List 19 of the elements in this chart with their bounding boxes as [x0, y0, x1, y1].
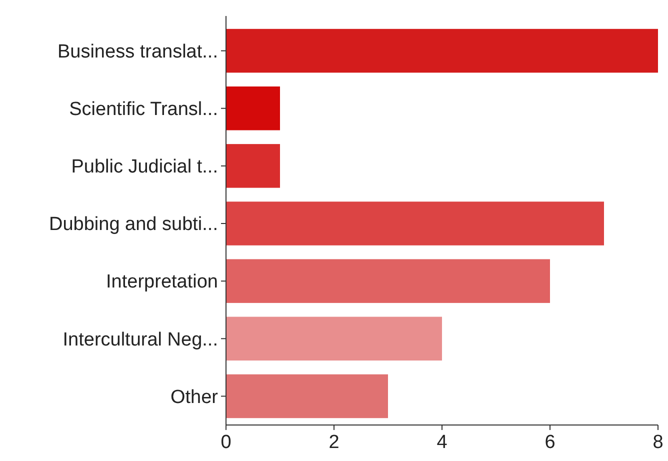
y-tick-label: Scientific Transl... [69, 99, 218, 120]
bar [226, 202, 604, 246]
x-tick-label: 0 [220, 432, 232, 453]
y-tick-label: Public Judicial t... [71, 156, 218, 178]
x-tick-label: 6 [544, 432, 556, 453]
bar [226, 144, 280, 188]
y-tick-label: Other [170, 386, 219, 408]
x-tick-label: 8 [652, 432, 664, 453]
x-tick-label: 4 [436, 432, 448, 453]
y-tick-label: Dubbing and subti... [48, 214, 218, 236]
y-tick-label: Interpretation [106, 272, 218, 293]
bar [226, 259, 550, 303]
bar [226, 374, 388, 418]
y-tick-label: Intercultural Neg... [62, 329, 218, 350]
bar [226, 316, 442, 361]
bar [226, 86, 280, 130]
bar [226, 28, 658, 73]
y-tick-label: Business translat... [57, 41, 218, 62]
x-tick-label: 2 [328, 432, 340, 453]
